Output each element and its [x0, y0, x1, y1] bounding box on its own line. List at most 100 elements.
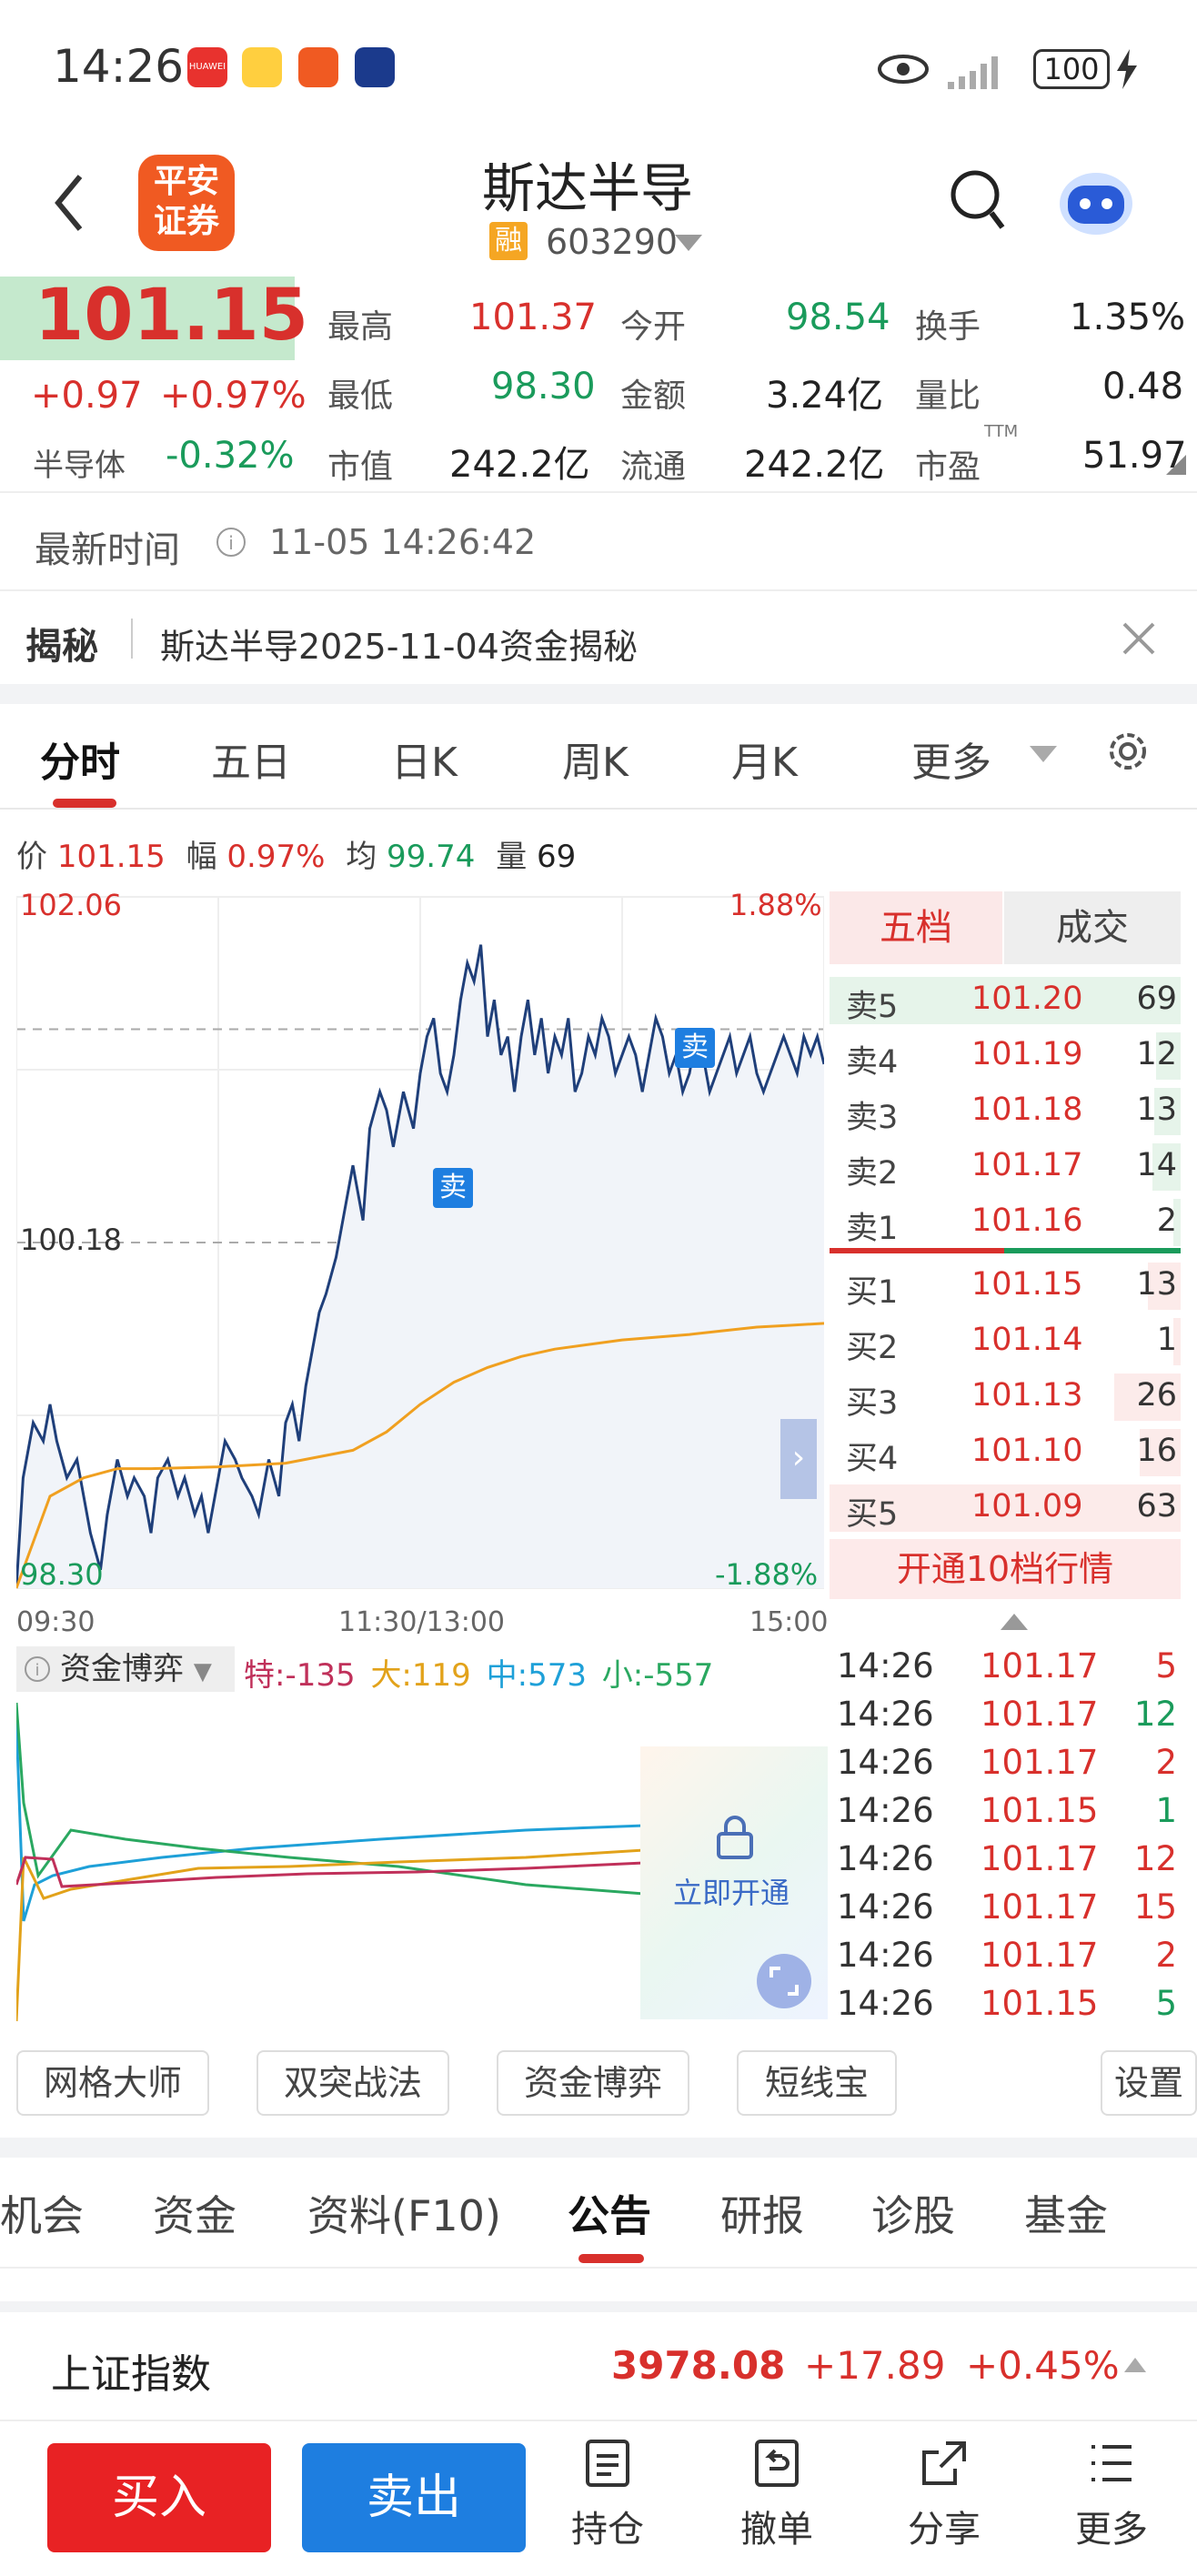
- ask-volume-bar: [1152, 1143, 1181, 1191]
- bid-label: 买1: [846, 1274, 899, 1311]
- ask-volume-bar: [1173, 1199, 1181, 1246]
- trade-tick-row: 14:26 101.17 2: [830, 1934, 1181, 1981]
- avg-price-line: [16, 1322, 824, 1589]
- more-dropdown-icon[interactable]: [1030, 746, 1057, 764]
- tab-five-day[interactable]: 五日: [211, 740, 291, 786]
- bid-level[interactable]: 买2 101.14 1: [830, 1314, 1181, 1369]
- charging-icon: [1117, 49, 1137, 89]
- tool-double-breakout[interactable]: 双突战法: [256, 2050, 449, 2116]
- expand-panel-button[interactable]: ›: [780, 1419, 817, 1499]
- ask-level[interactable]: 卖1 101.16 2: [830, 1195, 1181, 1250]
- bid-volume: 1: [1156, 1322, 1177, 1358]
- bid-level[interactable]: 买1 101.15 13: [830, 1259, 1181, 1313]
- sell-marker[interactable]: 卖: [675, 1028, 715, 1068]
- stock-code[interactable]: 603290: [546, 222, 679, 262]
- upgrade-10-level[interactable]: 开通10档行情: [830, 1539, 1181, 1599]
- sell-marker[interactable]: 卖: [433, 1168, 473, 1208]
- tool-fund-game[interactable]: 资金博弈: [497, 2050, 689, 2116]
- tab-monthly-k[interactable]: 月K: [731, 740, 798, 786]
- ask-volume-bar: [1156, 1032, 1181, 1080]
- nav-more[interactable]: 更多: [1030, 2438, 1193, 2552]
- bid-volume: 13: [1136, 1266, 1177, 1303]
- ask-level[interactable]: 卖5 101.20 69: [830, 973, 1181, 1028]
- ask-level[interactable]: 卖3 101.18 13: [830, 1084, 1181, 1139]
- bid-price: 101.10: [971, 1433, 1083, 1469]
- tab-research[interactable]: 研报: [720, 2191, 804, 2240]
- intraday-chart[interactable]: [16, 888, 824, 1597]
- index-name[interactable]: 上证指数: [51, 2351, 211, 2398]
- tool-grid-master[interactable]: 网格大师: [16, 2050, 209, 2116]
- reveal-text[interactable]: 斯达半导2025-11-04资金揭秘: [160, 627, 638, 667]
- ask-volume: 13: [1136, 1092, 1177, 1128]
- svg-text:i: i: [35, 1661, 39, 1680]
- robot-assistant-icon[interactable]: [1055, 160, 1137, 242]
- tool-short-line[interactable]: 短线宝: [737, 2050, 897, 2116]
- nav-positions[interactable]: 持仓: [526, 2438, 689, 2552]
- float-value: 242.2亿: [744, 444, 885, 486]
- bid-level[interactable]: 买3 101.13 26: [830, 1370, 1181, 1424]
- search-icon[interactable]: [950, 169, 1008, 235]
- tab-more[interactable]: 更多: [911, 740, 991, 786]
- fullscreen-icon[interactable]: [755, 1952, 813, 2010]
- tab-funds[interactable]: 资金: [153, 2191, 236, 2240]
- tab-order-book[interactable]: 五档: [830, 891, 1002, 964]
- nav-cancel-order[interactable]: 撤单: [695, 2438, 859, 2552]
- tab-trades[interactable]: 成交: [1004, 891, 1181, 964]
- info-icon[interactable]: i: [22, 1654, 53, 1685]
- float-label: 流通: [620, 448, 687, 486]
- divider: [0, 589, 1197, 591]
- tab-fund[interactable]: 基金: [1024, 2191, 1108, 2240]
- ask-level[interactable]: 卖2 101.17 14: [830, 1140, 1181, 1194]
- divider: [0, 491, 1197, 493]
- sell-button[interactable]: 卖出: [302, 2443, 526, 2552]
- tab-weekly-k[interactable]: 周K: [562, 740, 629, 786]
- settings-gear-icon[interactable]: [1104, 728, 1152, 775]
- sector-name[interactable]: 半导体: [33, 448, 126, 484]
- open-value: 98.54: [786, 297, 890, 338]
- vol-ratio-label: 量比: [915, 377, 981, 415]
- index-expand-icon[interactable]: [1124, 2358, 1146, 2372]
- price-box: [0, 277, 295, 360]
- ask-level[interactable]: 卖4 101.19 12: [830, 1029, 1181, 1083]
- tick-volume: 2: [1155, 1936, 1177, 1975]
- close-icon[interactable]: [1122, 622, 1155, 655]
- nav-share[interactable]: 分享: [862, 2438, 1026, 2552]
- open-label: 今开: [620, 308, 687, 346]
- share-icon: [922, 2441, 966, 2485]
- bid-label: 买2: [846, 1330, 899, 1366]
- tab-diagnose[interactable]: 诊股: [871, 2191, 955, 2240]
- x-tick-open: 09:30: [16, 1606, 96, 1638]
- tool-settings[interactable]: 设置: [1101, 2050, 1197, 2116]
- quote-expand-icon[interactable]: [1166, 455, 1186, 475]
- tab-daily-k[interactable]: 日K: [391, 740, 458, 786]
- fund-game-selector[interactable]: 资金博弈 ▼: [16, 1646, 235, 1692]
- f10-active-indicator: [578, 2254, 644, 2263]
- y-axis-bottom: 98.30: [20, 1557, 104, 1592]
- back-arrow-icon[interactable]: [51, 171, 87, 235]
- tick-volume: 2: [1155, 1743, 1177, 1782]
- buy-button[interactable]: 买入: [47, 2443, 271, 2552]
- tab-opportunity[interactable]: 机会: [0, 2191, 84, 2240]
- ask-volume: 2: [1156, 1202, 1177, 1239]
- tab-f10[interactable]: 资料(F10): [307, 2191, 501, 2240]
- bid-volume-bar: [1140, 1429, 1181, 1476]
- section-gap: [0, 2301, 1197, 2312]
- bid-level[interactable]: 买4 101.10 16: [830, 1425, 1181, 1480]
- info-icon[interactable]: i: [215, 526, 247, 558]
- lock-icon: [717, 1816, 753, 1859]
- unlock-text[interactable]: 立即开通: [673, 1876, 790, 1910]
- index-pct: +0.45%: [966, 2343, 1120, 2388]
- ticks-collapse-icon[interactable]: [1001, 1614, 1028, 1630]
- fund-locked-overlay[interactable]: 立即开通: [640, 1746, 828, 2019]
- bid-level[interactable]: 买5 101.09 63: [830, 1481, 1181, 1535]
- ask-volume: 69: [1136, 981, 1177, 1017]
- eye-icon: [878, 55, 929, 84]
- chart-info-line: 价 101.15 幅 0.97% 均 99.74 量 69: [16, 839, 577, 875]
- code-dropdown-icon[interactable]: [675, 235, 702, 251]
- fund-small: 小:-557: [601, 1657, 714, 1694]
- tab-announcements[interactable]: 公告: [568, 2191, 651, 2240]
- ask-label: 卖2: [846, 1155, 899, 1192]
- price-change-pct: +0.97%: [160, 375, 307, 417]
- divider: [0, 2420, 1197, 2421]
- tab-intraday[interactable]: 分时: [40, 740, 120, 786]
